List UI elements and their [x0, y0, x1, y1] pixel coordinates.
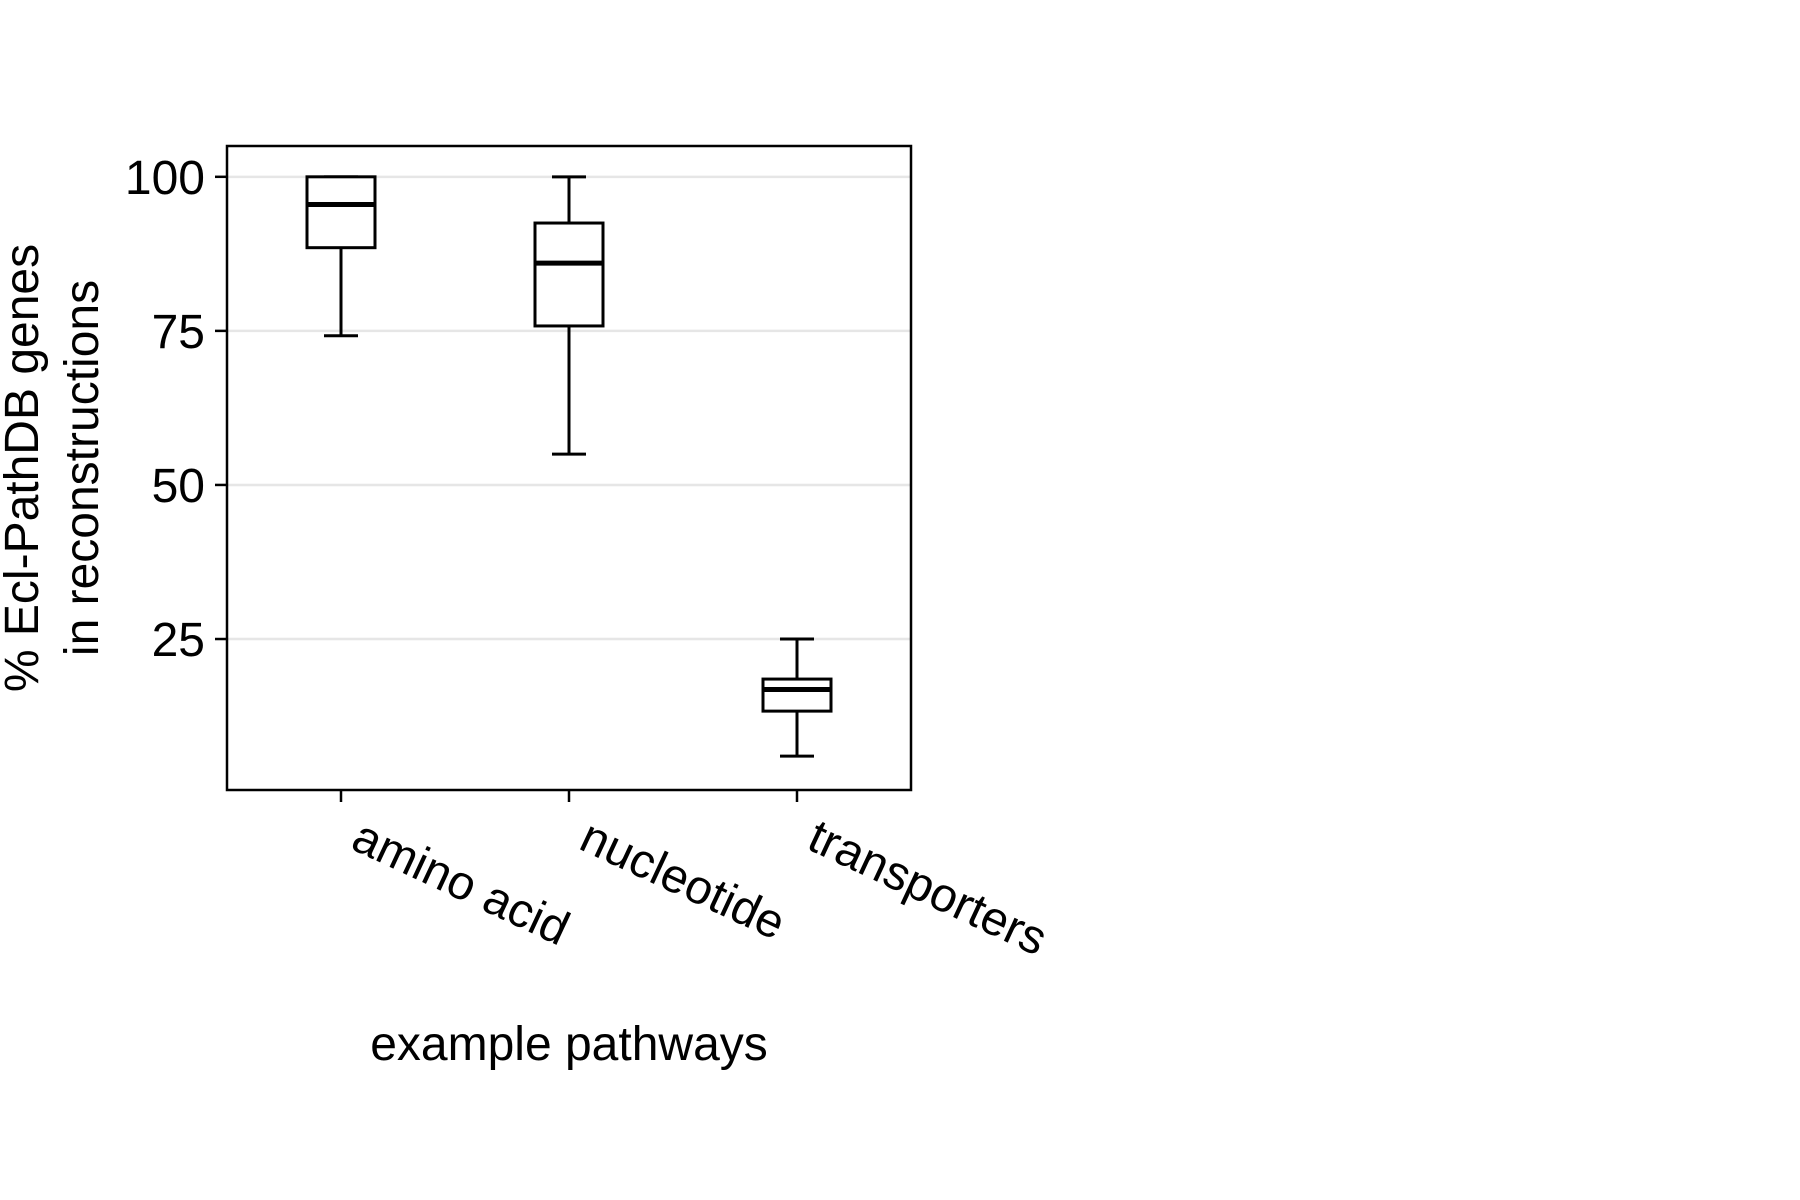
y-tick-label: 100 — [125, 152, 205, 205]
y-tick-label: 75 — [152, 306, 205, 359]
box-series — [307, 177, 831, 756]
y-axis-title-line-2: in reconstructions — [56, 280, 109, 656]
interquartile-box — [307, 177, 375, 248]
y-axis-title-line-1: % Ecl-PathDB genes — [0, 244, 49, 692]
box-transporters — [763, 639, 831, 756]
x-axis-title: example pathways — [370, 1018, 768, 1071]
y-axis-title: % Ecl-PathDB genes in reconstructions — [0, 244, 109, 692]
y-tick-label: 50 — [152, 460, 205, 513]
y-tick-label: 25 — [152, 614, 205, 667]
x-tick-label: transporters — [800, 810, 1055, 966]
box-amino-acid — [307, 177, 375, 336]
x-tick-label: nucleotide — [572, 810, 793, 951]
y-axis: 25 50 75 100 — [125, 152, 227, 667]
interquartile-box — [763, 679, 831, 711]
box-nucleotide — [535, 177, 603, 454]
interquartile-box — [535, 223, 603, 326]
x-tick-label: amino acid — [344, 810, 577, 956]
